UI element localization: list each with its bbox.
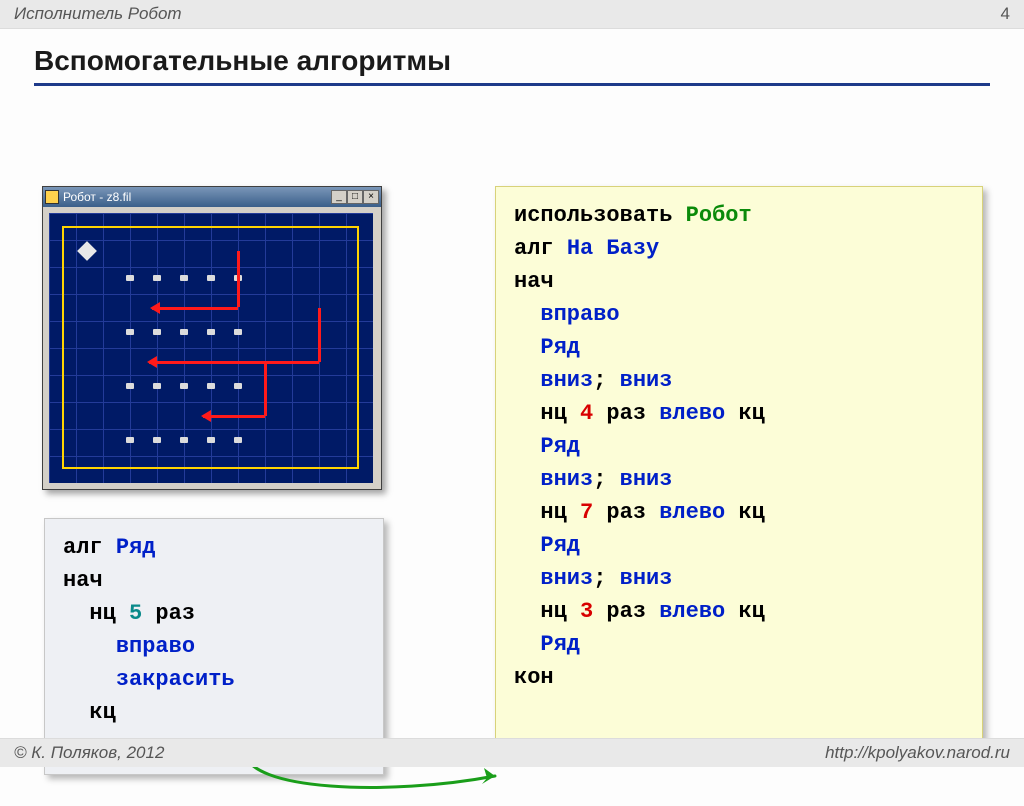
grid-wrap <box>43 207 381 489</box>
page-title: Вспомогательные алгоритмы <box>34 45 990 77</box>
minimize-button[interactable]: _ <box>331 190 347 204</box>
maximize-button[interactable]: □ <box>347 190 363 204</box>
robot-grid <box>49 213 373 483</box>
footer-copyright: © К. Поляков, 2012 <box>14 743 164 763</box>
main-codebox: использовать Робот алг На Базу нач вправ… <box>495 186 983 756</box>
page-number: 4 <box>1001 4 1010 24</box>
footer-bar: © К. Поляков, 2012 http://kpolyakov.naro… <box>0 738 1024 767</box>
header-bar: Исполнитель Робот 4 <box>0 0 1024 29</box>
close-button[interactable]: × <box>363 190 379 204</box>
app-icon <box>45 190 59 204</box>
robot-window: Робот - z8.fil _ □ × <box>42 186 382 490</box>
window-buttons: _ □ × <box>331 190 379 204</box>
window-title: Робот - z8.fil <box>63 190 131 204</box>
footer-url: http://kpolyakov.narod.ru <box>825 743 1010 763</box>
title-rule <box>34 83 990 86</box>
window-titlebar: Робот - z8.fil _ □ × <box>43 187 381 207</box>
subroutine-codebox: алг Ряд нач нц 5 раз вправо закрасить кц… <box>44 518 384 775</box>
header-category: Исполнитель Робот <box>14 4 182 24</box>
